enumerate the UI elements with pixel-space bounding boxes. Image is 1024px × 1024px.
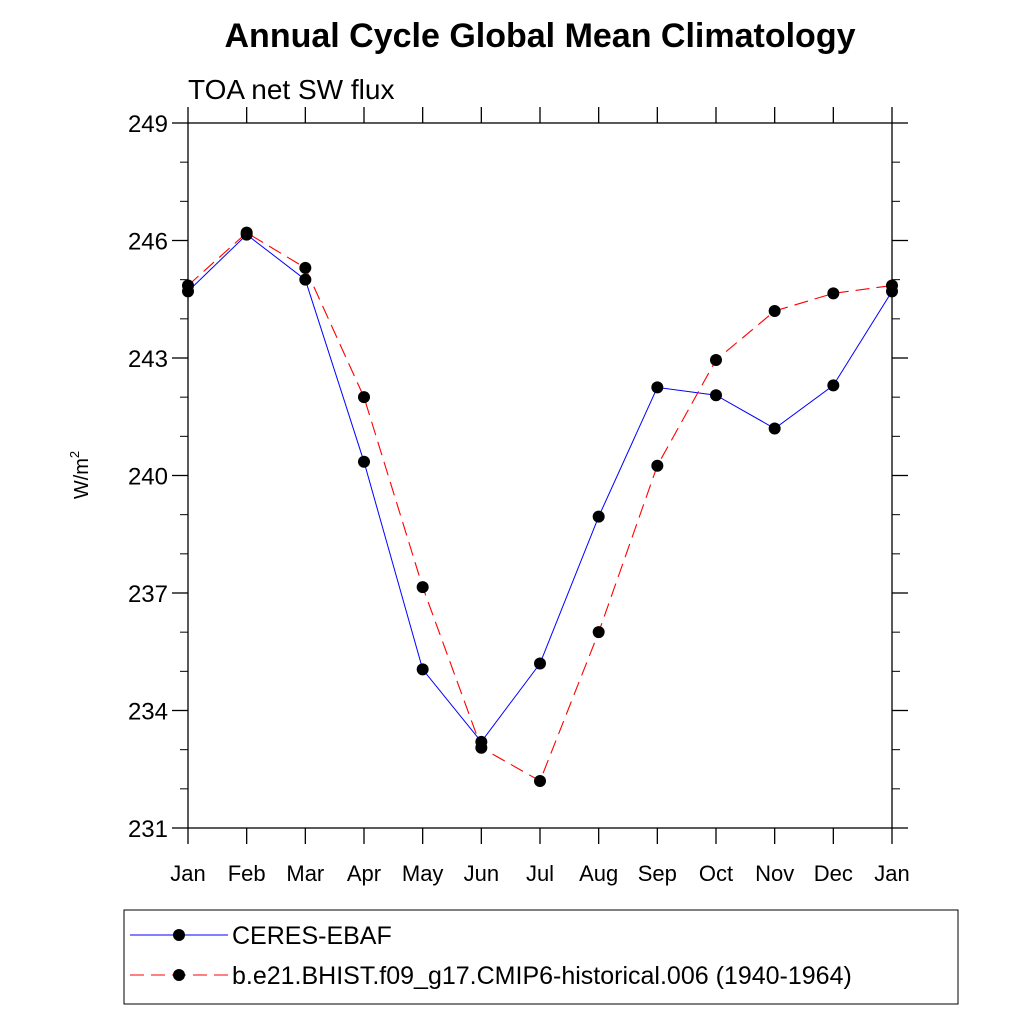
y-tick-label: 237 [128, 581, 168, 608]
series-1-point [827, 287, 840, 300]
y-tick-label: 234 [128, 699, 168, 726]
series-layer [182, 226, 898, 787]
x-tick-label: May [402, 861, 444, 886]
series-1-point [475, 741, 488, 754]
y-tick-label: 249 [128, 111, 168, 138]
x-tick-label: Dec [814, 861, 853, 886]
series-0-point [710, 389, 722, 402]
chart-title: Annual Cycle Global Mean Climatology [225, 17, 856, 55]
y-axis-label-superscript: 2 [67, 451, 82, 458]
y-tick-label: 243 [128, 346, 168, 373]
legend-marker-0 [173, 929, 185, 941]
series-0-point [827, 379, 840, 392]
series-1-point [240, 226, 253, 239]
x-tick-label: Oct [699, 861, 733, 886]
y-axis-label: W/m2 [67, 451, 93, 499]
legend-label-0: CERES-EBAF [232, 922, 392, 950]
series-0-point [768, 422, 781, 435]
series-1-point [651, 459, 664, 472]
series-0-point [534, 657, 546, 670]
series-0-point [299, 273, 312, 286]
series-1-point [299, 261, 312, 274]
x-tick-label: Aug [579, 861, 618, 886]
y-tick-label: 231 [128, 816, 168, 843]
series-1-point [358, 391, 370, 404]
series-0-point [358, 455, 370, 468]
x-tick-label: Feb [228, 861, 266, 886]
y-axis: 231 234 237 240 243 246 249 [128, 111, 908, 843]
x-tick-label: Nov [755, 861, 794, 886]
y-tick-label: 246 [128, 229, 168, 256]
series-0-point [651, 381, 664, 394]
plot-frame [187, 122, 893, 829]
series-1-point [592, 626, 605, 639]
series-0-point [416, 663, 429, 676]
legend-box [123, 909, 959, 1005]
y-axis-label-text: W/m [71, 458, 93, 499]
series-1-point [416, 581, 429, 594]
chart-subtitle: TOA net SW flux [188, 74, 394, 105]
series-1-point [886, 279, 898, 292]
series-1-point [182, 279, 194, 292]
x-tick-label: Jan [874, 861, 909, 886]
x-tick-label: Sep [638, 861, 677, 886]
series-0-point [592, 510, 605, 523]
series-1-point [710, 353, 722, 366]
x-tick-label: Jul [526, 861, 554, 886]
series-1-point [534, 775, 546, 787]
legend: CERES-EBAF b.e21.BHIST.f09_g17.CMIP6-hist… [130, 922, 852, 990]
x-tick-label: Apr [347, 861, 381, 886]
x-tick-label: Jun [464, 861, 499, 886]
series-1-point [768, 305, 781, 317]
series-line-1 [187, 232, 893, 782]
x-axis: Jan Feb Mar Apr May Jun Jul Aug Sep Oct Nov Dec Jan [170, 107, 910, 886]
legend-label-1: b.e21.BHIST.f09_g17.CMIP6-historical.006… [232, 962, 852, 990]
legend-marker-1 [173, 969, 185, 981]
y-tick-label: 240 [128, 464, 168, 491]
x-tick-label: Mar [286, 861, 324, 886]
x-tick-label: Jan [170, 861, 205, 886]
